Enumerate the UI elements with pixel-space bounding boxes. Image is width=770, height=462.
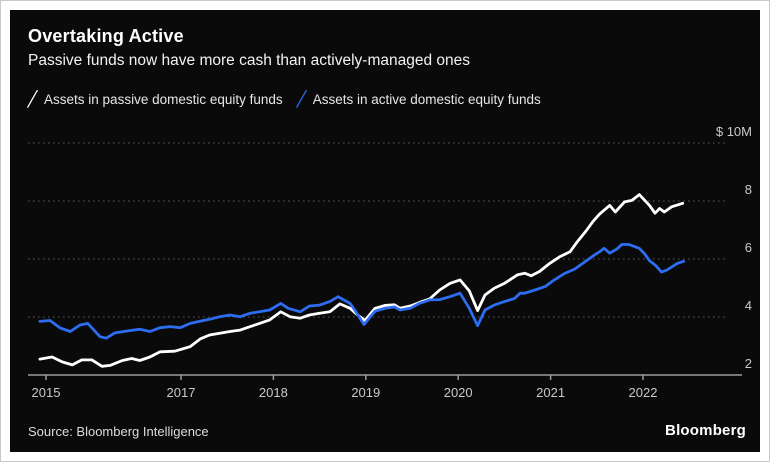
x-tick-label-2018: 2018 <box>258 385 288 400</box>
line-chart-plot <box>28 142 742 380</box>
source-note: Source: Bloomberg Intelligence <box>28 424 209 439</box>
legend-item-passive: ╱ Assets in passive domestic equity fund… <box>28 92 283 107</box>
chart-subtitle: Passive funds now have more cash than ac… <box>28 52 470 69</box>
x-tick-label-2019: 2019 <box>351 385 381 400</box>
y-tick-label-10: $ 10M <box>715 124 752 139</box>
legend-label-passive: Assets in passive domestic equity funds <box>44 92 283 107</box>
y-tick-label-6: 6 <box>744 240 752 255</box>
chart-title: Overtaking Active <box>28 26 184 46</box>
bloomberg-logo: Bloomberg <box>665 422 746 439</box>
legend-item-active: ╱ Assets in active domestic equity funds <box>296 91 541 108</box>
y-tick-label-4: 4 <box>744 298 752 313</box>
active-line-slash-icon: ╱ <box>296 91 307 108</box>
x-tick-label-2015: 2015 <box>31 385 61 400</box>
y-tick-label-2: 2 <box>744 356 752 371</box>
passive-line-slash-icon: ╱ <box>27 91 38 108</box>
y-tick-label-8: 8 <box>744 182 752 197</box>
passive-funds-line <box>38 193 685 368</box>
legend-label-active: Assets in active domestic equity funds <box>312 92 541 107</box>
x-tick-label-2017: 2017 <box>166 385 196 400</box>
axis-labels-layer: 2 4 6 8 $ 10M 2015 2017 2018 2019 2020 2021 2022 <box>10 10 760 452</box>
x-tick-label-2022: 2022 <box>628 385 658 400</box>
chart-legend: ╱ Assets in passive domestic equity fund… <box>28 92 742 107</box>
chart-card: Overtaking Active Passive funds now have… <box>10 10 760 452</box>
x-tick-label-2021: 2021 <box>536 385 566 400</box>
active-funds-line <box>38 243 686 340</box>
x-tick-label-2020: 2020 <box>443 385 473 400</box>
